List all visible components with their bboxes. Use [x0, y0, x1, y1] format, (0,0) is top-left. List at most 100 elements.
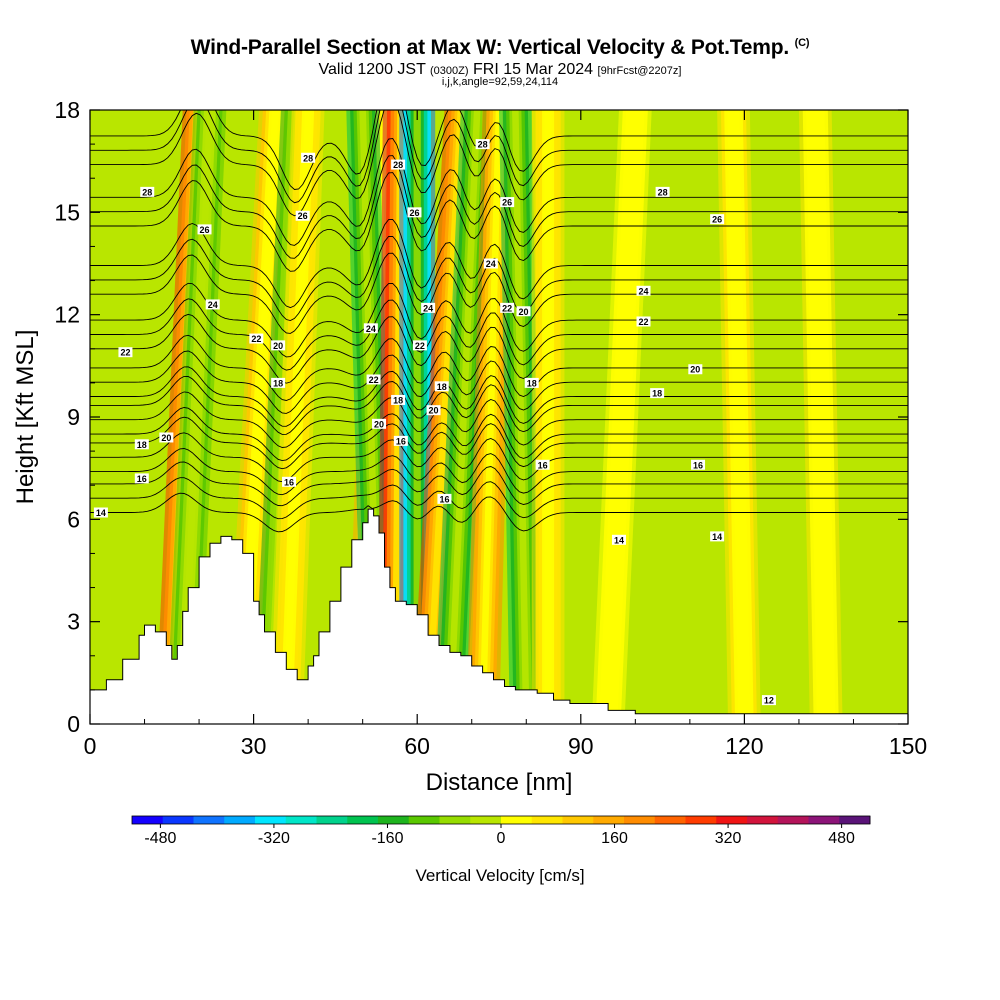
contour-label-10: 20 [271, 340, 286, 351]
colorbar-tick-label: -160 [371, 830, 403, 847]
theta-contour-26-0 [90, 172, 908, 272]
contour-label-box [197, 224, 212, 235]
theta-contour-22-0 [90, 313, 908, 384]
contour-label-box [636, 316, 651, 327]
contour-label-27: 26 [500, 197, 515, 208]
contour-label-41: 14 [710, 531, 725, 542]
contour-label-box [650, 388, 665, 399]
contour-label-11: 22 [249, 333, 264, 344]
chart-title-text: Wind-Parallel Section at Max W: Vertical… [190, 36, 790, 59]
velocity-band-1-4 [179, 110, 214, 724]
contour-label-34: 26 [710, 214, 725, 225]
contour-label-text: 16 [538, 460, 548, 470]
contour-label-42: 12 [761, 695, 776, 706]
contour-label-text: 24 [639, 286, 649, 296]
contour-label-38: 18 [650, 388, 665, 399]
y-tick-label: 0 [67, 711, 80, 737]
contour-label-text: 14 [614, 535, 624, 545]
contour-label-4: 22 [118, 347, 133, 358]
theta-contour-14-2 [90, 461, 908, 507]
contour-label-text: 16 [137, 474, 147, 484]
theta-contour-18-2 [90, 375, 908, 435]
contour-label-1: 16 [134, 473, 149, 484]
contour-label-box [434, 381, 449, 392]
velocity-band-14-4 [604, 110, 639, 724]
contour-label-26: 28 [475, 139, 490, 150]
colorbar-swatch [562, 816, 594, 824]
contour-label-box [483, 258, 498, 269]
contour-label-text: 28 [142, 187, 152, 197]
terrain-profile [90, 508, 908, 724]
contour-label-text: 20 [690, 365, 700, 375]
contour-label-20: 26 [407, 207, 422, 218]
contour-label-16: 20 [372, 418, 387, 429]
axes: 0 30 60 90 120 150 0 3 6 9 12 15 18 [54, 97, 927, 759]
contour-label-text: 26 [298, 211, 308, 221]
contour-label-8: 16 [282, 476, 297, 487]
contour-label-40: 14 [611, 534, 626, 545]
contour-label-22: 22 [412, 340, 427, 351]
contour-label-box [93, 507, 108, 518]
x-tick-label: 90 [568, 733, 594, 759]
colorbar-swatch [132, 816, 164, 824]
contour-label-37: 20 [688, 364, 703, 375]
contour-label-19: 28 [391, 159, 406, 170]
terrain [90, 508, 908, 724]
contour-label-box [295, 210, 310, 221]
y-tick-label: 15 [54, 199, 80, 225]
contour-label-box [118, 347, 133, 358]
contour-label-text: 22 [415, 341, 425, 351]
velocity-band-12-4 [512, 110, 530, 724]
contour-label-text: 24 [366, 324, 376, 334]
x-tick-label: 0 [84, 733, 97, 759]
contour-label-text: 20 [429, 406, 439, 416]
contour-label-box [500, 197, 515, 208]
y-tick-label: 3 [67, 609, 80, 635]
contour-label-text: 28 [658, 187, 668, 197]
valid-date: FRI 15 Mar 2024 [473, 61, 594, 78]
colorbar-tick-label: 160 [601, 830, 628, 847]
contour-label-text: 28 [303, 153, 313, 163]
contour-label-12: 26 [295, 210, 310, 221]
contour-label-box [710, 531, 725, 542]
contour-label-text: 18 [393, 395, 403, 405]
contour-label-9: 18 [271, 377, 286, 388]
velocity-band-13-4 [544, 110, 552, 724]
contour-label-box [134, 439, 149, 450]
colorbar-swatch [408, 816, 440, 824]
contour-label-box [500, 302, 515, 313]
colorbar-swatch [777, 816, 809, 824]
contour-label-32: 16 [535, 459, 550, 470]
contour-label-box [516, 306, 531, 317]
theta-contour-24-2 [90, 219, 908, 309]
velocity-band-16-4 [812, 110, 830, 724]
contour-label-text: 28 [393, 160, 403, 170]
copyright-mark: (C) [794, 37, 810, 49]
y-axis-title: Height [Kft MSL] [12, 330, 39, 505]
theta-contour-20-1 [90, 350, 908, 414]
x-tick-label: 150 [889, 733, 927, 759]
colorbar-tick-label: -480 [144, 830, 176, 847]
y-tick-label: 18 [54, 97, 80, 123]
contour-label-text: 22 [502, 303, 512, 313]
contour-label-text: 18 [273, 378, 283, 388]
theta-contour-18-1 [90, 391, 908, 448]
theta-contour-16-1 [90, 432, 908, 483]
contour-label-13: 28 [301, 152, 316, 163]
contour-label-box [249, 333, 264, 344]
theta-contour-26-2 [90, 138, 908, 246]
contour-label-29: 22 [500, 302, 515, 313]
contour-label-text: 18 [652, 389, 662, 399]
theta-contour-22-2 [90, 282, 908, 358]
contour-label-box [710, 214, 725, 225]
contour-label-box [134, 473, 149, 484]
colorbar-swatch [224, 816, 256, 824]
x-tick-label: 60 [404, 733, 430, 759]
theta-contour-28-2 [90, 110, 908, 190]
contour-label-box [437, 493, 452, 504]
theta-contour-28-0 [90, 110, 908, 217]
contour-label-box [271, 377, 286, 388]
theta-contour-18-0 [90, 407, 908, 462]
theta-contour-24-1 [90, 235, 908, 321]
colorbar-swatch [501, 816, 533, 824]
